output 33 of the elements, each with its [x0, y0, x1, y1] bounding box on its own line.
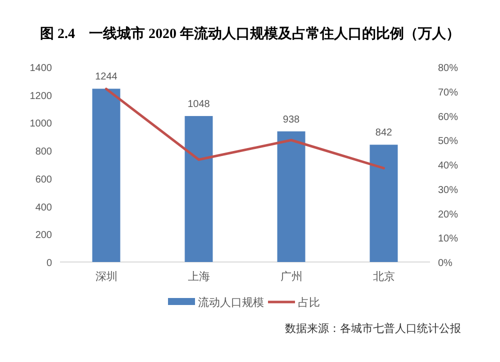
data-label: 1048: [188, 99, 210, 110]
x-tick-label: 上海: [188, 270, 210, 283]
y-tick-label: 1200: [30, 90, 52, 102]
legend-label: 占比: [298, 296, 320, 309]
y-tick-label: 0: [46, 258, 52, 269]
chart-title: 图 2.4 一线城市 2020 年流动人口规模及占常住人口的比例（万人）: [40, 25, 460, 42]
y2-tick-label: 80%: [438, 63, 458, 74]
y2-tick-label: 30%: [438, 184, 458, 196]
x-tick-label: 北京: [372, 270, 395, 283]
data-label: 842: [375, 128, 393, 139]
y2-tick-label: 70%: [438, 87, 458, 98]
legend-label: 流动人口规模: [198, 296, 264, 309]
y2-tick-label: 50%: [438, 136, 458, 148]
y-tick-label: 1000: [30, 118, 52, 130]
y-tick-label: 400: [35, 202, 52, 214]
x-tick-label: 广州: [280, 270, 302, 283]
bar: [277, 131, 306, 262]
y2-tick-label: 10%: [438, 234, 458, 245]
data-label: 938: [282, 114, 300, 126]
y-tick-label: 200: [35, 230, 52, 242]
source-note: 数据来源：各城市七普人口统计公报: [285, 322, 461, 335]
y2-tick-label: 40%: [438, 160, 458, 172]
y2-tick-label: 60%: [438, 112, 458, 123]
y-tick-label: 600: [35, 174, 52, 186]
bar: [184, 116, 213, 262]
y2-tick-label: 20%: [438, 209, 458, 220]
data-label: 1244: [95, 72, 118, 83]
x-tick-label: 深圳: [95, 270, 118, 283]
bar: [370, 144, 398, 262]
bar: [92, 88, 120, 262]
y-tick-label: 1400: [30, 63, 52, 74]
y-tick-label: 800: [35, 146, 52, 158]
y2-tick-label: 0%: [438, 258, 453, 269]
